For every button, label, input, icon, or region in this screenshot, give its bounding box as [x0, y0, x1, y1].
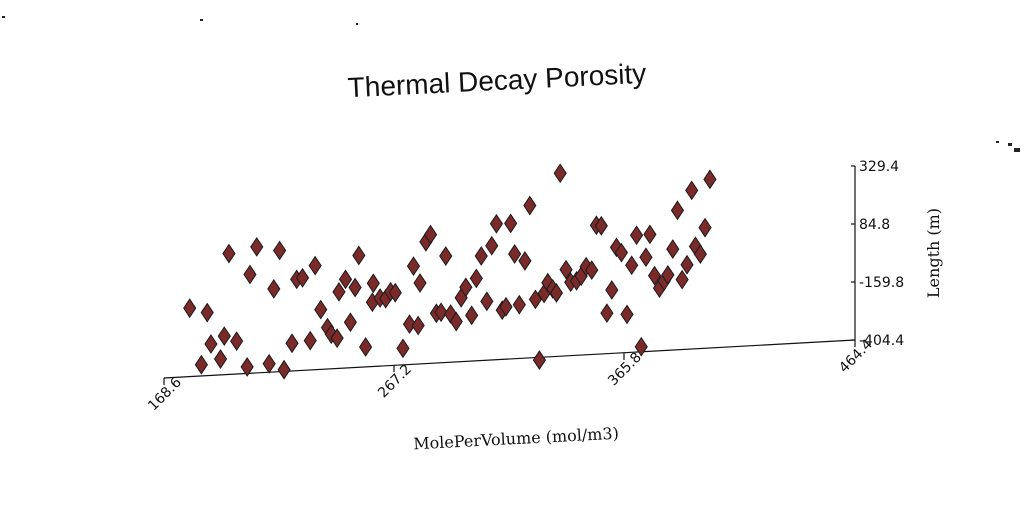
data-point [396, 338, 410, 359]
data-point [523, 195, 537, 216]
data-point [698, 217, 712, 238]
data-point [629, 225, 644, 246]
data-point [243, 264, 257, 285]
data-point [485, 235, 499, 256]
chart-title: Thermal Decay Porosity [347, 58, 647, 104]
data-point [585, 260, 599, 280]
data-point [465, 305, 479, 326]
data-point [549, 283, 564, 303]
data-point [330, 328, 344, 349]
data-point [348, 277, 362, 298]
data-point [303, 330, 317, 351]
data-point [406, 256, 421, 277]
data-point [661, 265, 675, 285]
scan-speck [1008, 143, 1012, 146]
data-point [402, 314, 417, 335]
x-tick-label: 365.8 [605, 350, 645, 390]
data-point [643, 224, 657, 245]
data-point [508, 244, 522, 264]
data-point [285, 333, 299, 354]
data-point [411, 315, 425, 336]
data-point [423, 224, 438, 245]
data-point [614, 242, 628, 263]
data-point [343, 312, 358, 333]
data-point [439, 246, 453, 266]
x-tick-label: 267.2 [375, 362, 415, 402]
data-point [338, 269, 353, 290]
data-point [332, 282, 346, 302]
data-point [222, 243, 236, 264]
data-point [703, 169, 717, 190]
data-point [675, 269, 689, 290]
data-point [277, 359, 291, 380]
data-point [308, 255, 322, 276]
data-point [459, 277, 473, 298]
data-point [666, 239, 680, 259]
data-point [273, 240, 287, 261]
data-point [434, 302, 448, 323]
data-point [449, 311, 463, 332]
x-axis-ticks: 168.6 267.2 365.8 464.4 [145, 336, 876, 414]
data-point [559, 259, 573, 280]
data-point [413, 273, 427, 293]
data-point [670, 200, 685, 221]
data-point [639, 247, 653, 268]
scan-speck [2, 16, 5, 18]
data-point [240, 357, 254, 377]
data-point [620, 304, 634, 325]
data-point [469, 268, 483, 289]
data-point [553, 163, 567, 184]
data-point [512, 294, 526, 315]
scan-speck [356, 23, 358, 25]
data-point [532, 350, 547, 370]
data-point [314, 299, 328, 320]
data-point [504, 213, 518, 234]
data-point [625, 255, 639, 276]
x-tick-label: 168.6 [145, 374, 185, 414]
data-point [647, 265, 662, 286]
scan-speck [200, 19, 203, 21]
data-point [594, 215, 608, 236]
data-point [250, 236, 264, 257]
data-point [295, 267, 310, 288]
y-tick-label: -404.4 [859, 333, 904, 349]
data-point [204, 334, 218, 354]
data-point [358, 337, 373, 357]
data-point [183, 298, 197, 319]
data-point [634, 336, 648, 357]
data-point [499, 296, 513, 317]
data-point [600, 303, 614, 324]
data-point [267, 278, 281, 299]
data-point [194, 354, 208, 375]
data-point [489, 213, 504, 234]
data-point [693, 244, 707, 264]
scan-speck [1014, 148, 1020, 152]
data-point [200, 302, 214, 323]
data-point [230, 331, 244, 351]
data-point [685, 180, 699, 201]
y-tick-label: 84.8 [859, 217, 890, 233]
data-points [183, 163, 717, 380]
data-point [262, 353, 276, 374]
data-point [213, 349, 228, 369]
data-point [474, 246, 488, 266]
y-axis-label: Length (m) [924, 208, 943, 298]
scan-speck [996, 141, 999, 143]
data-point [605, 280, 619, 300]
data-point [680, 254, 694, 275]
y-axis-ticks: 329.4 84.8 -159.8 -404.4 [851, 159, 904, 349]
data-point [480, 291, 494, 312]
data-point [518, 251, 532, 271]
y-tick-label: -159.8 [859, 275, 904, 291]
data-point [388, 282, 402, 303]
data-point [366, 273, 380, 294]
data-point [217, 326, 231, 347]
data-point [352, 245, 366, 266]
x-axis-label: MolePerVolume (mol/m3) [413, 424, 619, 454]
y-tick-label: 329.4 [859, 159, 899, 175]
